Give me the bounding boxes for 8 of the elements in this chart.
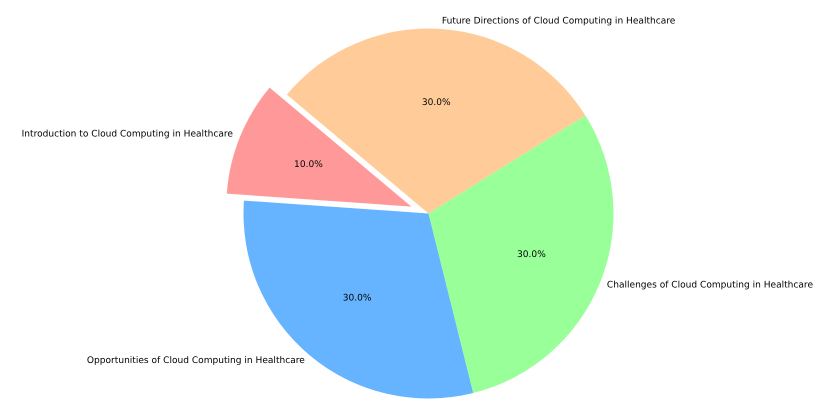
slice-label: Future Directions of Cloud Computing in Healthcare — [442, 16, 676, 27]
data-label: 30.0% — [422, 98, 452, 108]
data-label: 10.0% — [294, 160, 324, 170]
data-label: 30.0% — [517, 250, 546, 260]
slice-label: Challenges of Cloud Computing in Healthcare — [606, 280, 814, 291]
slice-label: Opportunities of Cloud Computing in Healthcare — [86, 356, 306, 366]
data-label: 30.0% — [342, 294, 372, 304]
slice-label: Introduction to Cloud Computing in Healthcare — [22, 129, 234, 140]
